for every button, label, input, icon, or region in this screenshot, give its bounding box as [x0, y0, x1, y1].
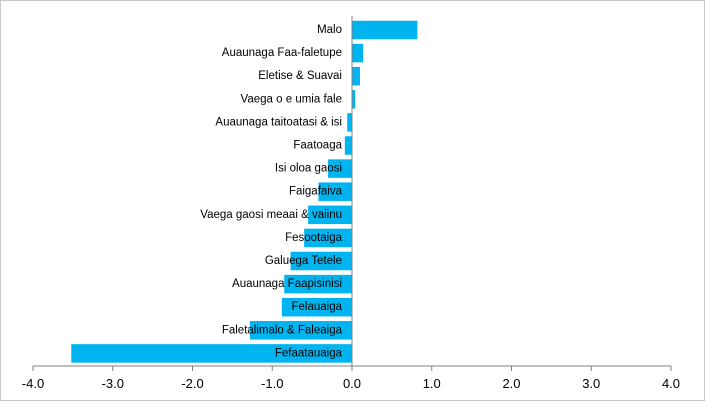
category-label-auaunaga-taitoatasi-and-isi: Auaunaga taitoatasi & isi [215, 116, 342, 128]
category-label-auaunaga-faapisinisi: Auaunaga Faapisinisi [232, 278, 342, 290]
category-label-vaega-o-e-umia-fale: Vaega o e umia fale [241, 93, 342, 105]
category-label-felauaiga: Felauaiga [291, 301, 342, 313]
category-label-vaega-gaosi-meaai-and-vaiinu: Vaega gaosi meaai & vaiinu [200, 209, 342, 221]
x-tick-label: 0.0 [343, 376, 361, 391]
bar-faatoaga [345, 136, 352, 155]
category-label-faletalimalo-and-faleaiga: Faletalimalo & Faleaiga [222, 324, 343, 336]
category-label-fesootaiga: Fesootaiga [285, 232, 343, 244]
bar-malo [352, 21, 417, 40]
x-tick-label: -2.0 [181, 376, 203, 391]
category-label-fefaatauaiga: Fefaatauaiga [275, 347, 343, 359]
bar-auaunaga-faa-faletupe [352, 44, 363, 63]
x-tick-label: -3.0 [102, 376, 124, 391]
category-label-faigafaiva: Faigafaiva [289, 186, 343, 198]
x-tick-label: 1.0 [423, 376, 441, 391]
x-tick-label: -4.0 [22, 376, 44, 391]
category-label-malo: Malo [317, 24, 342, 36]
x-tick-label: 3.0 [582, 376, 600, 391]
category-label-auaunaga-faa-faletupe: Auaunaga Faa-faletupe [222, 47, 342, 59]
category-label-isi-oloa-gaosi: Isi oloa gaosi [275, 163, 342, 175]
x-tick-label: 2.0 [502, 376, 520, 391]
bar-eletise-and-suavai [352, 67, 360, 86]
category-label-faatoaga: Faatoaga [293, 140, 342, 152]
bar-auaunaga-taitoatasi-and-isi [347, 113, 352, 131]
category-label-galuega-tetele: Galuega Tetele [265, 255, 342, 267]
category-label-eletise-and-suavai: Eletise & Suavai [258, 70, 342, 82]
x-tick-label: -1.0 [261, 376, 283, 391]
x-tick-label: 4.0 [662, 376, 680, 391]
